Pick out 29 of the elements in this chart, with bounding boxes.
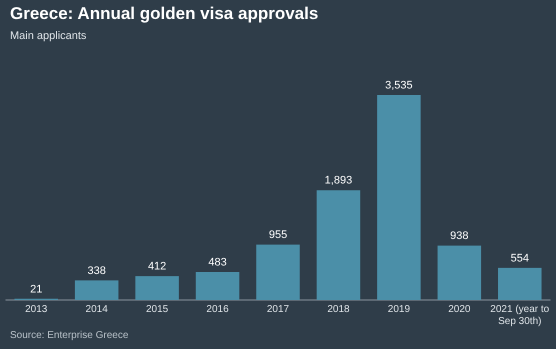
chart-subtitle: Main applicants <box>10 30 86 42</box>
data-label: 21 <box>30 283 42 296</box>
data-label: 483 <box>208 256 227 269</box>
x-tick-label: 2016 <box>206 304 230 315</box>
x-tick-label: 2014 <box>86 304 108 315</box>
bar <box>438 246 482 300</box>
data-label: 955 <box>268 229 288 242</box>
x-tick-label: 2020 <box>448 304 471 315</box>
data-label: 3,535 <box>385 80 413 92</box>
x-tick-label: 2019 <box>388 304 410 315</box>
source-note: Source: Enterprise Greece <box>10 330 128 341</box>
data-label: 554 <box>510 252 529 264</box>
bar <box>196 272 240 300</box>
data-label: 338 <box>87 264 106 277</box>
bar <box>74 280 118 300</box>
x-tick-label: 2017 <box>266 304 290 315</box>
x-tick-label: 2018 <box>327 304 350 315</box>
x-tick-label: 2015 <box>146 304 169 315</box>
x-tick-label: 2021 (year to Sep 30th) <box>490 304 550 327</box>
bar <box>498 268 542 300</box>
bar <box>377 94 421 300</box>
data-label: 938 <box>450 230 469 242</box>
data-label: 412 <box>148 260 166 273</box>
bar <box>256 244 300 300</box>
bar <box>316 190 360 300</box>
chart-title: Greece: Annual golden visa approvals <box>10 4 318 24</box>
data-label: 1,893 <box>324 174 352 187</box>
x-tick-label: 2013 <box>25 304 48 315</box>
bar <box>135 276 179 300</box>
